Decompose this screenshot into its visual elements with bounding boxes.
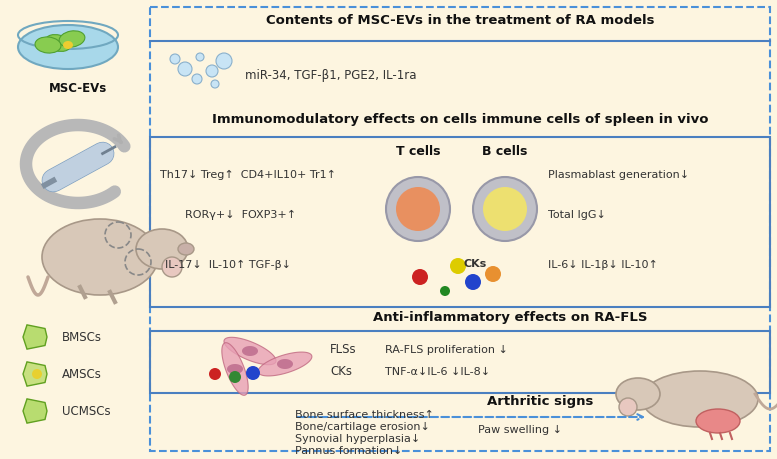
Text: Anti-inflammatory effects on RA-FLS: Anti-inflammatory effects on RA-FLS — [373, 311, 647, 324]
Text: Bone/cartilage erosion↓: Bone/cartilage erosion↓ — [295, 421, 430, 431]
Circle shape — [465, 274, 481, 291]
Text: RORγ+↓  FOXP3+↑: RORγ+↓ FOXP3+↑ — [185, 209, 296, 219]
Circle shape — [440, 286, 450, 297]
Circle shape — [473, 178, 537, 241]
Circle shape — [211, 81, 219, 89]
Circle shape — [619, 398, 637, 416]
Circle shape — [178, 63, 192, 77]
Ellipse shape — [696, 409, 740, 433]
Text: Total IgG↓: Total IgG↓ — [548, 210, 606, 219]
Circle shape — [32, 369, 42, 379]
Text: MSC-EVs: MSC-EVs — [49, 81, 107, 94]
Ellipse shape — [136, 230, 188, 269]
Bar — [150, 8, 770, 451]
Ellipse shape — [616, 378, 660, 410]
Ellipse shape — [59, 32, 85, 48]
Text: Plasmablast generation↓: Plasmablast generation↓ — [548, 170, 689, 179]
Circle shape — [485, 266, 501, 282]
Polygon shape — [23, 325, 47, 349]
Circle shape — [246, 366, 260, 380]
Ellipse shape — [35, 38, 61, 54]
Ellipse shape — [63, 42, 73, 50]
Polygon shape — [242, 346, 258, 356]
Text: Bone surface thickness↑: Bone surface thickness↑ — [295, 409, 434, 419]
Text: miR-34, TGF-β1, PGE2, IL-1ra: miR-34, TGF-β1, PGE2, IL-1ra — [245, 68, 416, 81]
Text: T cells: T cells — [395, 145, 441, 158]
Circle shape — [450, 258, 466, 274]
Ellipse shape — [42, 219, 158, 295]
Text: Contents of MSC-EVs in the treatment of RA models: Contents of MSC-EVs in the treatment of … — [266, 13, 654, 27]
Ellipse shape — [642, 371, 758, 427]
Polygon shape — [23, 362, 47, 386]
Text: BMSCs: BMSCs — [62, 331, 102, 344]
Text: B cells: B cells — [483, 145, 528, 158]
Text: AMSCs: AMSCs — [62, 368, 102, 381]
Text: Immunomodulatory effects on cells immune cells of spleen in vivo: Immunomodulatory effects on cells immune… — [212, 113, 709, 126]
Circle shape — [192, 75, 202, 85]
Circle shape — [396, 188, 440, 231]
Polygon shape — [23, 399, 47, 423]
Text: RA-FLS proliferation ↓: RA-FLS proliferation ↓ — [385, 344, 508, 354]
Bar — [150, 138, 770, 308]
Text: IL-6↓ IL-1β↓ IL-10↑: IL-6↓ IL-1β↓ IL-10↑ — [548, 259, 658, 269]
Polygon shape — [277, 359, 293, 369]
Polygon shape — [227, 364, 243, 374]
Circle shape — [206, 66, 218, 78]
Circle shape — [386, 178, 450, 241]
Text: Pannus formation↓: Pannus formation↓ — [295, 445, 402, 455]
Circle shape — [412, 269, 428, 285]
Circle shape — [196, 54, 204, 62]
Ellipse shape — [178, 243, 194, 256]
Circle shape — [483, 188, 527, 231]
Text: CKs: CKs — [330, 365, 352, 378]
Text: FLSs: FLSs — [330, 343, 357, 356]
Circle shape — [162, 257, 182, 277]
Circle shape — [229, 371, 241, 383]
Text: IL-17↓  IL-10↑ TGF-β↓: IL-17↓ IL-10↑ TGF-β↓ — [165, 259, 291, 269]
Text: TNF-α↓IL-6 ↓IL-8↓: TNF-α↓IL-6 ↓IL-8↓ — [385, 366, 490, 376]
Text: Synovial hyperplasia↓: Synovial hyperplasia↓ — [295, 433, 420, 443]
Circle shape — [209, 368, 221, 380]
Polygon shape — [222, 343, 248, 396]
Text: UCMSCs: UCMSCs — [62, 405, 110, 418]
Bar — [150, 331, 770, 393]
Text: Paw swelling ↓: Paw swelling ↓ — [478, 424, 562, 434]
Ellipse shape — [18, 26, 118, 70]
Text: Th17↓ Treg↑  CD4+IL10+ Tr1↑: Th17↓ Treg↑ CD4+IL10+ Tr1↑ — [160, 169, 336, 179]
Text: CKs: CKs — [463, 258, 486, 269]
Ellipse shape — [45, 35, 71, 52]
Circle shape — [216, 54, 232, 70]
Text: Arthritic signs: Arthritic signs — [487, 395, 593, 408]
Polygon shape — [224, 337, 276, 365]
Circle shape — [170, 55, 180, 65]
Polygon shape — [258, 353, 312, 376]
